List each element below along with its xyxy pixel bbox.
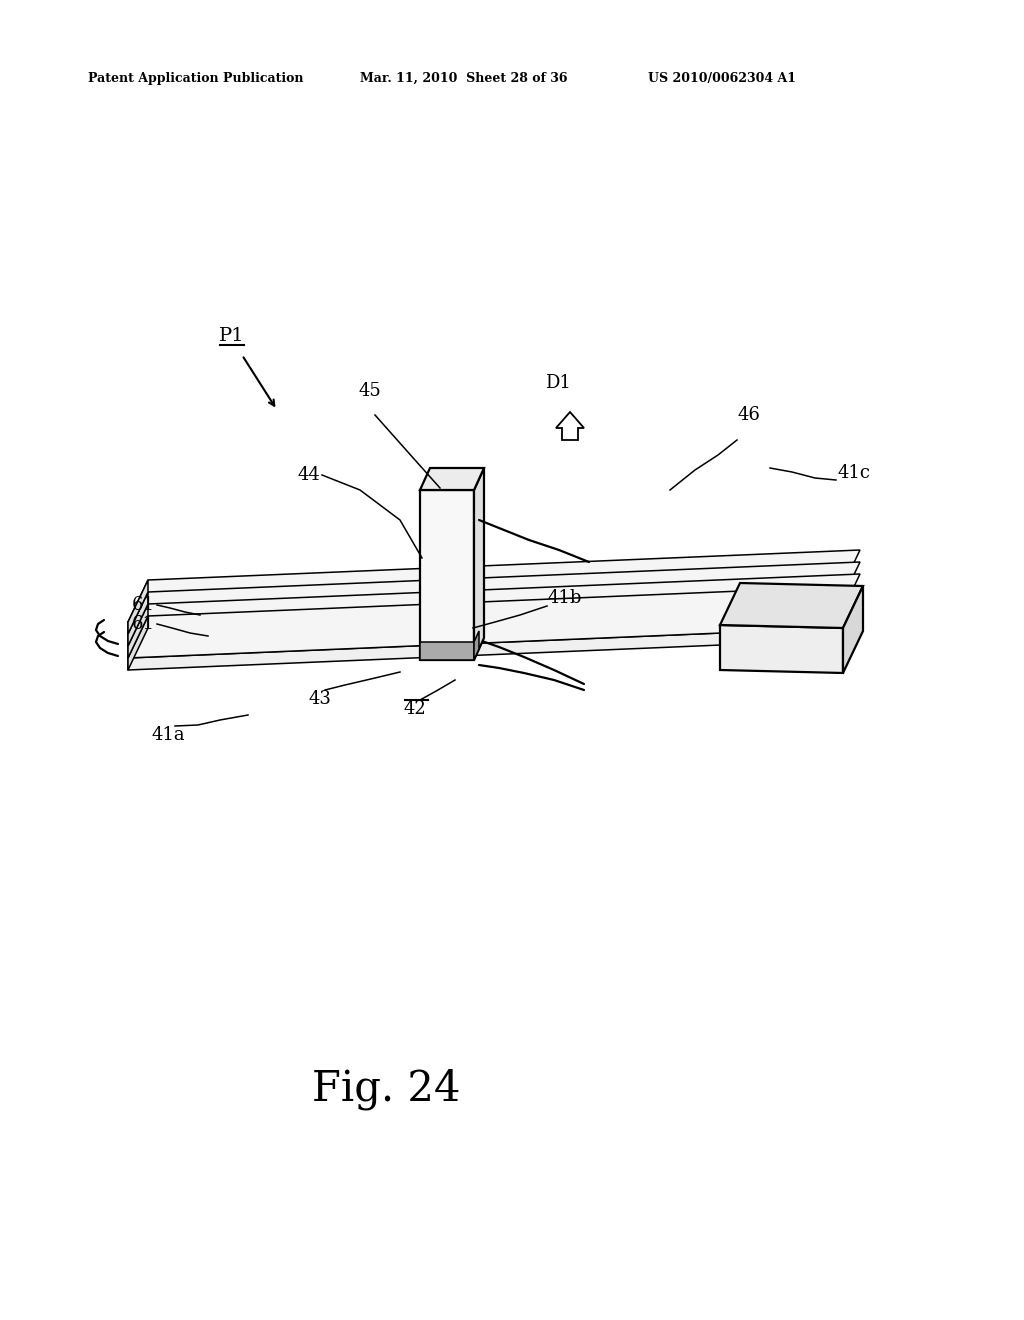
Text: 41a: 41a (152, 726, 184, 744)
Polygon shape (128, 616, 148, 671)
Polygon shape (420, 490, 474, 660)
Polygon shape (420, 642, 474, 660)
Polygon shape (128, 591, 148, 645)
Text: 44: 44 (297, 466, 319, 484)
Polygon shape (474, 631, 479, 660)
Text: D1: D1 (545, 374, 571, 392)
Text: P1: P1 (219, 327, 245, 345)
Polygon shape (128, 616, 840, 657)
Polygon shape (128, 562, 860, 634)
Text: 61: 61 (132, 615, 155, 634)
Polygon shape (128, 591, 840, 634)
Polygon shape (128, 628, 840, 671)
Polygon shape (128, 574, 860, 645)
Polygon shape (843, 586, 863, 673)
Polygon shape (128, 586, 860, 657)
Polygon shape (420, 469, 484, 490)
Polygon shape (720, 583, 863, 628)
Text: Mar. 11, 2010  Sheet 28 of 36: Mar. 11, 2010 Sheet 28 of 36 (360, 73, 567, 84)
Polygon shape (128, 605, 148, 657)
Polygon shape (128, 605, 840, 645)
Text: 42: 42 (403, 700, 426, 718)
Polygon shape (556, 412, 584, 440)
Text: 46: 46 (738, 407, 761, 424)
Polygon shape (128, 579, 148, 634)
Text: 45: 45 (358, 381, 381, 400)
Text: 43: 43 (308, 690, 332, 708)
Text: 41b: 41b (548, 589, 583, 607)
Text: 41c: 41c (838, 465, 871, 482)
Polygon shape (128, 550, 860, 622)
Polygon shape (474, 469, 484, 660)
Text: Fig. 24: Fig. 24 (312, 1068, 461, 1110)
Text: Patent Application Publication: Patent Application Publication (88, 73, 303, 84)
Text: US 2010/0062304 A1: US 2010/0062304 A1 (648, 73, 796, 84)
Polygon shape (720, 624, 843, 673)
Text: 61: 61 (132, 597, 155, 614)
